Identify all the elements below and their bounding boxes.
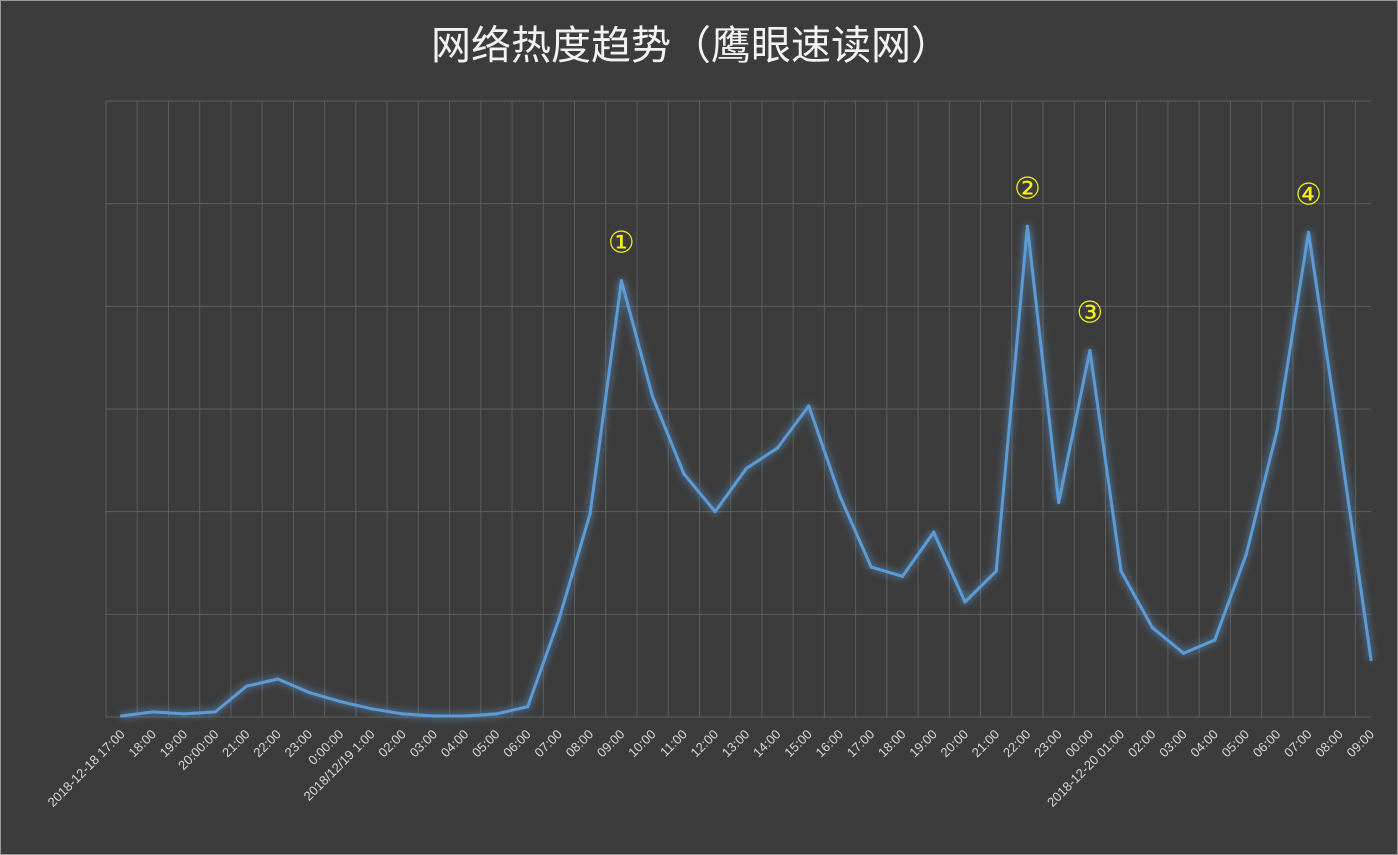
data-point	[1057, 500, 1061, 505]
series-line	[121, 224, 1373, 718]
data-point	[120, 714, 124, 718]
x-tick-label: 09:00	[1344, 727, 1378, 761]
data-point	[744, 466, 748, 471]
x-tick-label: 22:00	[250, 727, 284, 761]
x-tick-label: 21:00	[219, 727, 253, 761]
x-tick-label: 07:00	[531, 727, 565, 761]
data-point	[900, 574, 905, 578]
x-tick-label: 10:00	[625, 727, 659, 761]
x-tick-label: 03:00	[406, 727, 440, 761]
data-point	[963, 600, 967, 604]
data-point	[526, 705, 530, 709]
data-point	[244, 684, 249, 688]
x-tick-label: 02:00	[1125, 727, 1159, 761]
data-point	[713, 510, 717, 514]
data-point	[307, 690, 311, 694]
data-point	[182, 712, 186, 716]
peak-annotation: ②	[1014, 171, 1041, 206]
peak-annotation: ④	[1295, 177, 1322, 212]
x-tick-label: 18:00	[875, 727, 909, 761]
data-point	[1275, 427, 1279, 432]
data-point	[1306, 230, 1311, 235]
x-tick-label: 08:00	[1312, 727, 1346, 761]
x-tick-label: 20:00	[937, 727, 971, 761]
data-point	[432, 714, 436, 718]
data-point	[213, 710, 217, 714]
data-point	[807, 404, 811, 408]
x-tick-label: 16:00	[813, 727, 847, 761]
data-point	[494, 712, 499, 716]
peak-annotation: ①	[608, 226, 635, 261]
x-tick-label: 21:00	[969, 727, 1003, 761]
x-tick-label: 14:00	[750, 727, 784, 761]
data-point	[1119, 569, 1123, 573]
data-point	[682, 472, 686, 476]
x-tick-label: 12:00	[688, 727, 722, 761]
x-tick-label: 03:00	[1156, 727, 1190, 761]
x-tick-label: 23:00	[1031, 727, 1065, 761]
data-point	[338, 700, 342, 704]
data-point	[1150, 626, 1154, 630]
x-axis-tick-labels: 2018-12-18 17:0018:0019:0020:00:0021:002…	[45, 727, 1378, 810]
data-point	[838, 494, 842, 498]
chart-title: 网络热度趋势（鹰眼速读网）	[431, 23, 951, 69]
data-point	[557, 617, 561, 622]
data-point	[588, 512, 592, 516]
x-tick-label: 13:00	[719, 727, 753, 761]
data-point	[276, 677, 280, 681]
data-point	[401, 712, 405, 716]
data-point	[932, 530, 936, 534]
x-tick-label: 18:00	[125, 727, 159, 761]
data-point	[1025, 224, 1030, 228]
data-point	[651, 395, 655, 399]
x-tick-label: 05:00	[1219, 727, 1253, 761]
data-point	[994, 569, 998, 573]
series-line-group	[120, 224, 1373, 718]
x-tick-label: 04:00	[1187, 727, 1221, 761]
x-tick-label: 15:00	[781, 727, 815, 761]
data-point	[1181, 651, 1186, 655]
gridlines	[105, 100, 1371, 718]
data-point	[151, 710, 155, 714]
peak-annotations: ① ② ③ ④	[608, 171, 1322, 330]
data-point	[869, 565, 873, 569]
x-tick-label: 07:00	[1281, 727, 1315, 761]
x-tick-label: 17:00	[844, 727, 878, 761]
data-point	[619, 279, 623, 283]
data-point	[775, 446, 780, 450]
x-tick-label: 19:00	[906, 727, 940, 761]
x-tick-label: 09:00	[594, 727, 628, 761]
data-point	[463, 714, 467, 718]
x-tick-label: 22:00	[1000, 727, 1034, 761]
data-point	[1338, 440, 1342, 444]
peak-annotation: ③	[1076, 295, 1103, 330]
data-point	[369, 707, 374, 711]
x-tick-label: 06:00	[1250, 727, 1284, 761]
x-tick-label: 06:00	[500, 727, 534, 761]
x-tick-label: 04:00	[438, 727, 472, 761]
x-tick-label: 02:00	[375, 727, 409, 761]
data-point	[1369, 657, 1373, 662]
data-point	[1088, 348, 1092, 353]
x-tick-label: 2018-12-18 17:00	[45, 727, 128, 810]
data-point	[1213, 638, 1217, 642]
x-tick-label: 08:00	[563, 727, 597, 761]
x-tick-label: 11:00	[657, 727, 690, 760]
x-tick-label: 05:00	[469, 727, 503, 761]
data-point	[1244, 553, 1248, 557]
